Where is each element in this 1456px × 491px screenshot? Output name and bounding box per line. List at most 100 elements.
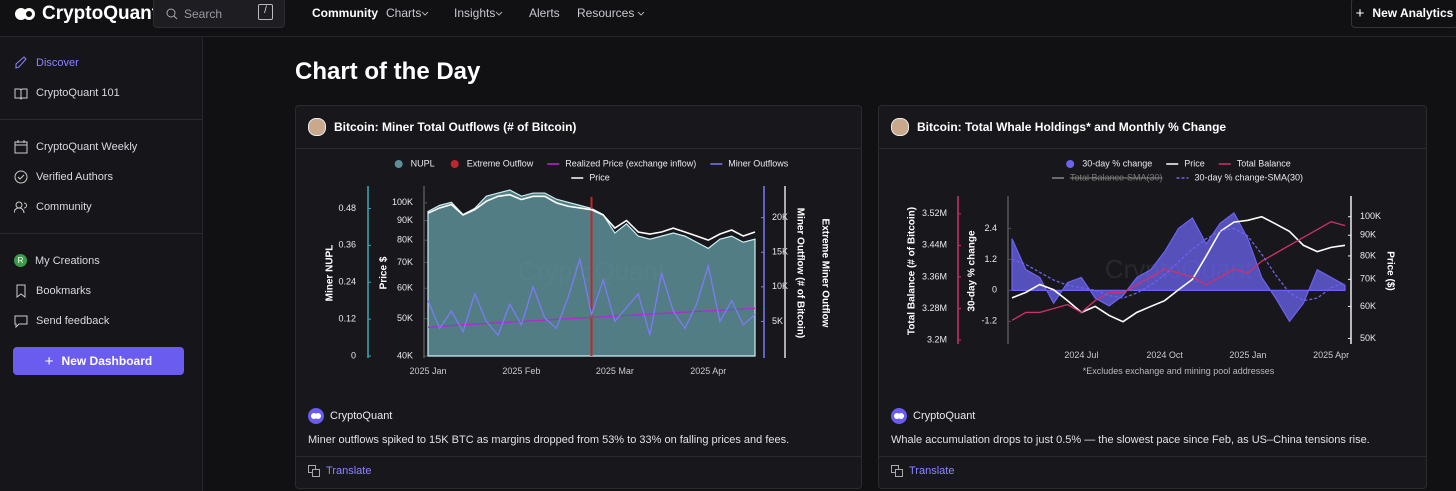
icon [14,201,27,214]
nav-item[interactable]: Send feedback [14,314,109,328]
item-label: My Creations [35,254,100,267]
translate-link[interactable]: Translate [891,465,954,477]
legend-item: Price [571,172,610,182]
author-photo [308,118,326,136]
avatar: R [14,254,27,267]
y-tick-label: 5K [772,316,783,326]
translate-link[interactable]: Translate [308,465,371,477]
top-bar: CryptoQuant Search / Community Charts In… [0,0,1456,37]
nav-item[interactable]: R My Creations [14,254,100,267]
y-tick-label: 0 [992,285,997,295]
legend: 30-day % change Price Total Balance Total B… [1051,158,1303,182]
line [1011,227,1346,302]
y-tick-label: 70K [1360,274,1376,284]
nav-item[interactable]: Verified Authors [14,170,113,184]
item-label: Send feedback [36,315,110,327]
divider [0,233,202,234]
search-icon [166,8,178,20]
legend-item: Total Balance-SMA(30) [1051,172,1163,182]
menu-item[interactable]: Alerts [529,6,560,20]
icon [16,284,26,298]
item-label: CryptoQuant 101 [36,87,120,99]
y-tick-label: 20K [772,212,788,222]
card-title[interactable]: Bitcoin: Miner Total Outflows (# of Bitc… [334,120,577,134]
axis-label: Miner Outflow (# of Bitcoin) [794,208,805,339]
legend-item: Miner Outflows [710,158,789,168]
item-label: Community [36,201,92,213]
legend-label: Price [1184,158,1205,168]
translate-label: Translate [326,465,372,477]
menu-item[interactable]: Community [312,6,378,20]
item-label: CryptoQuant Weekly [36,141,138,153]
x-tick-label: 2025 Apr [1313,350,1349,360]
legend-item: 30-day % change [1066,158,1152,168]
nav-item[interactable]: CryptoQuant 101 [14,86,120,100]
author: CryptoQuant [308,408,392,424]
x-tick-label: 2024 Jul [1064,350,1098,360]
y-tick-label: 100K [392,197,413,207]
y-tick-label: 100K [1360,211,1381,221]
legend-label: Total Balance [1237,158,1291,168]
translate-icon [891,465,903,477]
x-tick-label: 2025 Mar [596,366,634,376]
x-tick-label: 2025 Feb [502,366,540,376]
menu-item[interactable]: Insights [454,6,496,20]
y-tick-label: 90K [397,215,413,225]
nav-item[interactable]: Discover [14,56,79,70]
line [427,256,756,337]
translate-label: Translate [909,465,955,477]
page-title: Chart of the Day [295,58,481,85]
area [1011,212,1346,323]
legend-label: NUPL [411,158,435,168]
chart-note: *Excludes exchange and mining pool addre… [1083,366,1275,376]
legend-label: Extreme Outflow [467,158,534,168]
legend-marker [1066,160,1075,168]
nav-item[interactable]: Bookmarks [14,284,91,298]
y-tick-label: 2.4 [984,223,997,233]
menu-chevrons [421,11,645,16]
icon [15,56,27,69]
shortcut-key: / [258,4,273,20]
search-box[interactable]: Search / [153,0,285,28]
x-tick-label: 2025 Apr [690,366,726,376]
line [1011,220,1346,321]
menu-item[interactable]: Resources [577,6,635,20]
y-tick-label: 70K [397,257,413,267]
legend-label: Price [589,172,610,182]
y-tick-label: 1.2 [984,254,997,264]
card-title[interactable]: Bitcoin: Total Whale Holdings* and Month… [917,120,1227,134]
legend: NUPL Extreme Outflow Realized Price (excha… [394,158,789,182]
y-tick-label: 50K [1360,333,1376,343]
logo[interactable]: CryptoQuant [14,3,158,25]
nav-item[interactable]: Community [14,200,92,214]
y-tick-label: 50K [397,313,413,323]
y-tick-label: 3.52M [922,208,947,218]
y-tick-label: 40K [397,350,413,360]
new-analytics-button[interactable]: + New Analytics [1351,0,1456,28]
new-dashboard-button[interactable]: + New Dashboard [13,347,184,375]
divider [879,148,1426,149]
y-tick-label: 15K [772,247,788,257]
menu-item[interactable]: Charts [386,6,422,20]
chart: CryptoQuantTotal Balance (# of Bitcoin)3… [907,158,1396,376]
divider [296,456,861,457]
author-logo [891,408,907,424]
x-tick-label: 2025 Jan [1229,350,1266,360]
nav-item[interactable]: CryptoQuant Weekly [14,140,137,154]
y-tick-label: 3.44M [922,240,947,250]
legend-marker [450,160,459,168]
button-label: New Analytics [1372,6,1454,20]
author-logo [308,408,324,424]
y-tick-label: 10K [772,281,788,291]
button-label: New Dashboard [61,354,153,368]
translate-icon [308,465,320,477]
legend-label: 30-day % change [1082,158,1152,168]
icon [14,140,28,154]
legend-label: 30-day % change-SMA(30) [1194,172,1303,182]
axis-label: Miner NUPL [325,245,336,302]
legend-marker [394,160,403,168]
icon [14,88,28,100]
legend-item: 30-day % change-SMA(30) [1176,172,1303,182]
legend-item: NUPL [394,158,435,168]
